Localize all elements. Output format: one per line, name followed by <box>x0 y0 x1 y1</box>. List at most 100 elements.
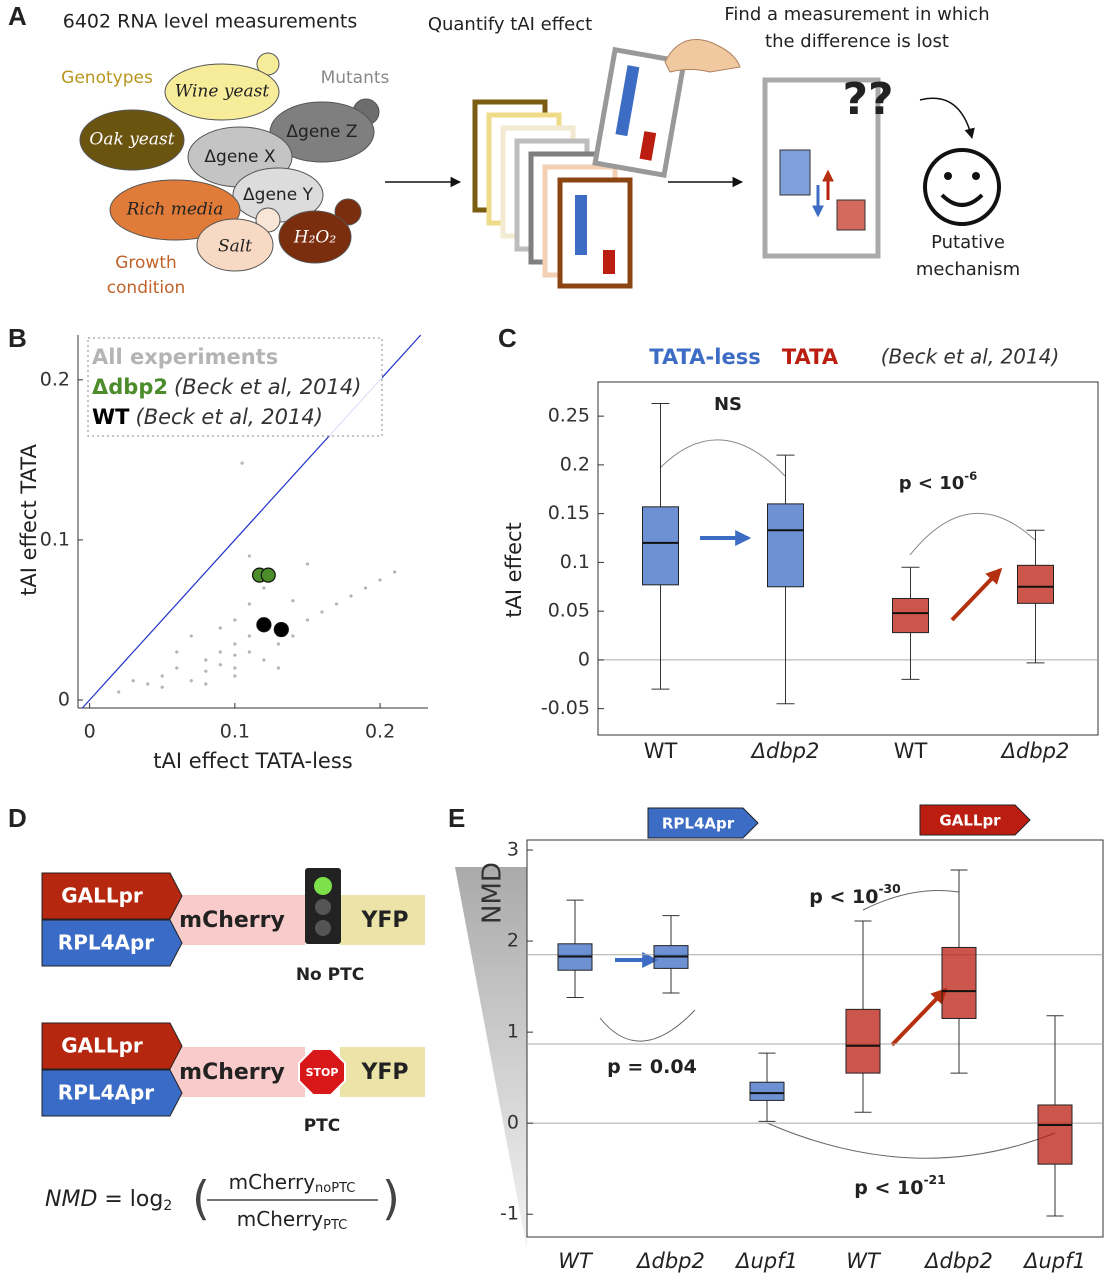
legend-name: Δdbp2 <box>92 375 168 399</box>
y-tick-label: 0 <box>507 1112 519 1134</box>
panel-label: E <box>448 803 465 833</box>
y-tick-label: 0 <box>58 688 70 710</box>
point <box>146 682 150 686</box>
x-tick-label: Δdbp2 <box>923 1249 993 1273</box>
promoter-label: GALLpr <box>61 1034 143 1058</box>
point <box>349 594 353 598</box>
genotypes-label: Genotypes <box>61 68 153 88</box>
connector <box>862 890 960 911</box>
formula-part: NMD <box>45 1187 97 1212</box>
x-tick-label: WT <box>644 739 678 763</box>
x-tick-label: Δupf1 <box>734 1249 798 1273</box>
growth-label: Growth <box>115 253 177 273</box>
y-tick-label: 0.1 <box>40 528 70 550</box>
cards <box>472 39 741 289</box>
y-tick-label: 0.15 <box>548 502 590 524</box>
panel-label: D <box>8 803 27 833</box>
box <box>767 503 804 588</box>
y-tick-label: 0.2 <box>560 453 590 475</box>
promoter-tag <box>919 804 1031 836</box>
legend-name: WT <box>92 405 130 429</box>
gene-label: mCherry <box>179 1060 285 1085</box>
bubble-label: H₂O₂ <box>293 228 337 248</box>
construct-no-ptc <box>41 868 425 967</box>
formula-part: mCherry <box>237 1207 324 1231</box>
annotation-text: p < 10 <box>809 886 878 908</box>
y-tick-label: 0.1 <box>560 551 590 573</box>
formula-part: mCherry <box>229 1170 316 1194</box>
box <box>892 597 929 634</box>
panel-label: C <box>498 323 517 353</box>
reference-note: (Beck et al, 2014) <box>881 345 1060 369</box>
point <box>204 669 208 673</box>
formula-part: = log <box>97 1187 163 1212</box>
formula-part: 2 <box>163 1198 172 1214</box>
denominator: mCherryPTC <box>237 1207 347 1233</box>
point <box>218 626 222 630</box>
plot-frame <box>526 839 1104 1238</box>
x-tick-label: 0.1 <box>220 721 250 743</box>
box <box>642 506 679 586</box>
bubble-label: Oak yeast <box>89 130 174 150</box>
no-ptc-label: No PTC <box>296 965 364 985</box>
box <box>1037 1104 1073 1165</box>
point <box>276 666 281 670</box>
point <box>247 650 251 654</box>
smiley <box>923 148 1001 226</box>
bubble-label: Wine yeast <box>175 82 270 102</box>
question-marks: ?? <box>842 74 893 125</box>
point <box>204 682 208 686</box>
annotation: p = 0.04 <box>607 1056 697 1078</box>
legend-entry: All experiments <box>92 345 278 369</box>
panel-a: 6402 RNA level measurements Genotypes Mu… <box>61 4 1020 298</box>
point <box>260 567 276 583</box>
connector <box>659 439 786 477</box>
find-label: Find a measurement in which <box>724 4 989 25</box>
x-tick-label: Δupf1 <box>1022 1249 1086 1273</box>
construct-ptc <box>41 1022 425 1117</box>
promoter-label: GALLpr <box>939 812 1001 830</box>
x-tick-label: WT <box>894 739 928 763</box>
y-axis-label: tAI effect TATA <box>17 444 41 596</box>
x-tick-label: WT <box>558 1249 594 1273</box>
paren: ) <box>382 1172 400 1226</box>
annotation: p < 10-30 <box>809 882 901 908</box>
x-axis-label: tAI effect TATA-less <box>153 749 352 773</box>
point <box>218 650 222 654</box>
point <box>233 653 237 657</box>
point <box>392 570 397 574</box>
nmd-triangle <box>455 867 527 1250</box>
annotation-text: p < 10 <box>899 473 965 494</box>
arrow <box>890 987 948 1047</box>
y-tick-label: 0.25 <box>548 405 590 427</box>
point <box>262 586 266 590</box>
point <box>273 621 289 638</box>
y-tick-label: 0 <box>578 648 590 670</box>
y-tick-label: -1 <box>500 1203 519 1225</box>
y-tick-label: 0.05 <box>548 600 590 622</box>
formula-part: PTC <box>323 1218 347 1233</box>
box <box>749 1081 785 1101</box>
annotation: p < 10-6 <box>899 469 978 495</box>
growth-label: condition <box>107 278 186 298</box>
plot-frame <box>597 381 1099 736</box>
annotation-superscript: -30 <box>878 882 900 896</box>
x-tick-label: Δdbp2 <box>1000 739 1070 763</box>
point <box>233 666 237 670</box>
panel-label: B <box>8 323 27 353</box>
legend-note: (Beck et al, 2014) <box>174 375 361 399</box>
bubbles <box>79 52 380 272</box>
paren: ( <box>192 1172 210 1226</box>
bubble-label: Δgene Z <box>286 122 357 142</box>
point <box>305 618 310 622</box>
formula: NMD = log2 <box>45 1187 172 1214</box>
y-axis-label: NMD <box>478 862 508 924</box>
ptc-label: PTC <box>304 1116 341 1136</box>
legend-note: (Beck et al, 2014) <box>136 405 323 429</box>
panel-a-title: 6402 RNA level measurements <box>63 11 358 33</box>
card-box <box>779 149 811 196</box>
panel-label: A <box>8 1 27 31</box>
point <box>189 634 193 638</box>
point <box>247 554 251 558</box>
point <box>233 674 237 678</box>
